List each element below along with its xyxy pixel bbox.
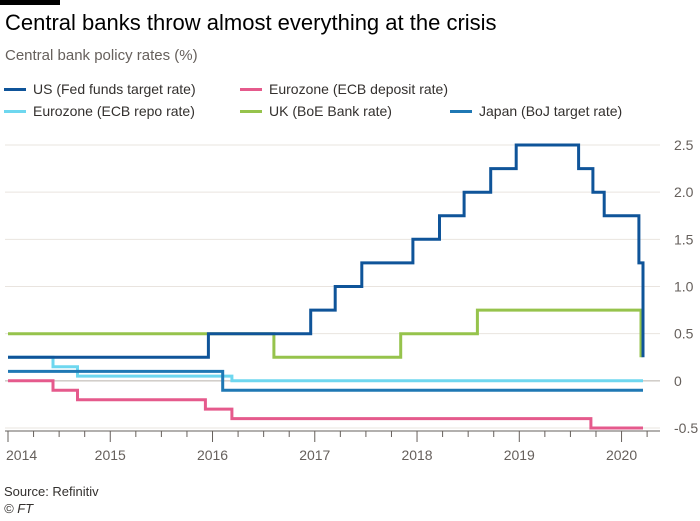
x-tick-label: 2017 [299, 447, 330, 463]
legend-swatch-japan [450, 109, 472, 113]
chart-subtitle: Central bank policy rates (%) [5, 47, 198, 64]
series-line-uk-boe-bank-rate [8, 308, 643, 359]
y-tick-label: 2.5 [674, 137, 694, 153]
ft-credit: © FT [4, 501, 34, 516]
x-tick-label: 2019 [504, 447, 535, 463]
legend-item-ecb-repo: Eurozone (ECB repo rate) [4, 102, 195, 120]
legend-label-uk: UK (BoE Bank rate) [269, 103, 392, 119]
x-tick-label: 2015 [95, 447, 126, 463]
legend-label-ecb-deposit: Eurozone (ECB deposit rate) [269, 81, 448, 97]
series-line-us-fed-funds-target-rate [8, 143, 645, 359]
y-tick-label: 0.5 [674, 326, 694, 342]
legend-swatch-us [4, 87, 26, 91]
legend-swatch-uk [240, 109, 262, 113]
legend-label-japan: Japan (BoJ target rate) [479, 103, 623, 119]
legend-swatch-ecb-deposit [240, 87, 262, 91]
series-layer [8, 143, 645, 430]
series-line-eurozone-ecb-deposit-rate [8, 379, 643, 430]
series-line-eurozone-ecb-repo-rate [8, 355, 643, 383]
axis-layer: 2.5 2.0 1.5 1.0 0.5 0 -0.5 2014 2015 2016 2017 2018… [5, 137, 698, 463]
y-tick-label: 0 [674, 373, 682, 389]
ft-top-bar [0, 0, 60, 5]
y-tick-label: 1.5 [674, 231, 694, 247]
legend-item-us: US (Fed funds target rate) [4, 80, 196, 98]
legend-item-ecb-deposit: Eurozone (ECB deposit rate) [240, 80, 448, 98]
x-tick-label: 2016 [197, 447, 228, 463]
x-tick-label: 2018 [401, 447, 432, 463]
y-tick-label: 2.0 [674, 184, 694, 200]
chart-title: Central banks throw almost everything at… [5, 10, 497, 35]
legend-label-ecb-repo: Eurozone (ECB repo rate) [33, 103, 195, 119]
legend-item-japan: Japan (BoJ target rate) [450, 102, 622, 120]
legend-swatch-ecb-repo [4, 109, 26, 113]
y-tick-label: -0.5 [674, 420, 698, 436]
legend-item-uk: UK (BoE Bank rate) [240, 102, 392, 120]
series-line-japan-boj-target-rate [8, 369, 643, 392]
y-tick-label: 1.0 [674, 279, 694, 295]
source-note: Source: Refinitiv [4, 484, 99, 499]
x-tick-label: 2014 [6, 447, 37, 463]
policy-rates-chart: 2.5 2.0 1.5 1.0 0.5 0 -0.5 2014 2015 2016 2017 2018… [5, 137, 698, 463]
legend-label-us: US (Fed funds target rate) [33, 81, 196, 97]
x-tick-label: 2020 [606, 447, 637, 463]
grid-layer [5, 144, 660, 429]
